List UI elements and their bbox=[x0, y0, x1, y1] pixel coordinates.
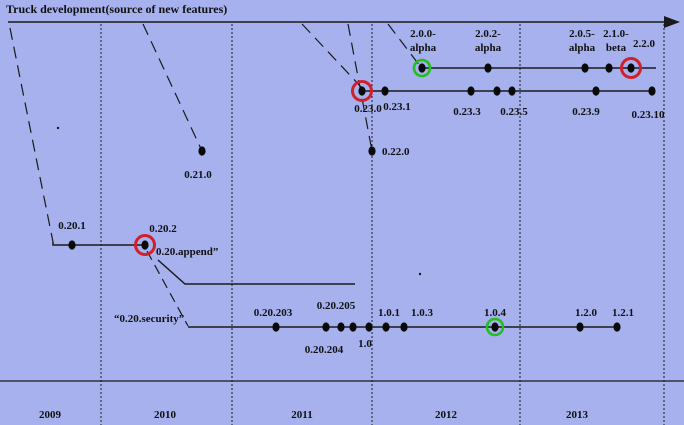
branch-label-security: “0.20.security” bbox=[114, 313, 184, 325]
version-label: 2.0.5- bbox=[569, 28, 595, 40]
version-node bbox=[400, 322, 408, 332]
version-node bbox=[337, 322, 345, 332]
version-node bbox=[272, 322, 280, 332]
version-node bbox=[68, 240, 76, 250]
version-label: 1.0.1 bbox=[378, 307, 400, 319]
branch-connector-2-x bbox=[387, 23, 421, 67]
version-label: 0.23.0 bbox=[354, 103, 382, 115]
version-label-suffix: alpha bbox=[569, 42, 596, 54]
version-label-suffix: alpha bbox=[410, 42, 437, 54]
version-node bbox=[605, 63, 613, 73]
version-node bbox=[627, 63, 635, 73]
diagram-title: Truck development(source of new features… bbox=[6, 2, 227, 16]
version-label: 2.2.0 bbox=[633, 38, 656, 50]
version-node bbox=[198, 146, 206, 156]
version-label: 0.23.5 bbox=[500, 106, 528, 118]
version-node bbox=[592, 86, 600, 96]
version-label: 0.23.9 bbox=[572, 106, 600, 118]
version-label: 1.2.1 bbox=[612, 307, 634, 319]
version-node bbox=[418, 63, 426, 73]
version-label-suffix: beta bbox=[606, 42, 627, 54]
version-label: 0.23.1 bbox=[383, 101, 411, 113]
version-label: 2.0.0- bbox=[410, 28, 436, 40]
version-label: 0.23.10 bbox=[632, 109, 666, 121]
version-label: 0.20.2 bbox=[149, 223, 177, 235]
trunk-arrowhead bbox=[664, 16, 680, 28]
branch-connector-0-21 bbox=[142, 23, 203, 152]
highlight-ring-red bbox=[351, 80, 373, 102]
version-node bbox=[322, 322, 330, 332]
version-label: 0.20.205 bbox=[317, 300, 356, 312]
version-node bbox=[491, 322, 499, 332]
version-node bbox=[648, 86, 656, 96]
version-node bbox=[508, 86, 516, 96]
version-nodes: 0.20.1 0.20.2 0.20.203 0.20.204 0.20.205 1.0 1… bbox=[58, 28, 665, 356]
version-label: 1.0.3 bbox=[411, 307, 434, 319]
branch-connector-0-23 bbox=[301, 23, 363, 89]
version-node bbox=[484, 63, 492, 73]
version-label: 1.0 bbox=[358, 338, 372, 350]
stray-dot bbox=[418, 272, 422, 276]
branch-line-append bbox=[157, 259, 355, 285]
version-node bbox=[381, 86, 389, 96]
year-label-2013: 2013 bbox=[566, 409, 589, 421]
version-node bbox=[349, 322, 357, 332]
highlight-ring-green bbox=[412, 58, 432, 78]
branch-label-append: 0.20.append” bbox=[156, 246, 218, 258]
version-node bbox=[382, 322, 390, 332]
version-label: 1.2.0 bbox=[575, 307, 598, 319]
year-label-2011: 2011 bbox=[291, 409, 312, 421]
version-node bbox=[368, 146, 376, 156]
version-label: 2.0.2- bbox=[475, 28, 501, 40]
highlight-ring-red bbox=[134, 234, 156, 256]
version-node bbox=[581, 63, 589, 73]
year-label-2009: 2009 bbox=[39, 409, 62, 421]
version-node bbox=[365, 322, 373, 332]
version-node bbox=[358, 86, 366, 96]
highlight-ring-red bbox=[620, 57, 642, 79]
version-label: 0.23.3 bbox=[453, 106, 481, 118]
branch-connector-security bbox=[146, 250, 189, 327]
version-label-suffix: alpha bbox=[475, 42, 502, 54]
version-label: 2.1.0- bbox=[603, 28, 629, 40]
version-label: 0.21.0 bbox=[184, 169, 212, 181]
stray-dot bbox=[56, 126, 60, 130]
version-node bbox=[493, 86, 501, 96]
branch-line-0-20 bbox=[52, 242, 146, 246]
highlight-ring-green bbox=[485, 317, 505, 337]
year-label-2010: 2010 bbox=[154, 409, 177, 421]
version-node bbox=[141, 240, 149, 250]
version-node bbox=[576, 322, 584, 332]
version-label: 0.22.0 bbox=[382, 146, 410, 158]
version-node bbox=[467, 86, 475, 96]
branch-connector-0-20 bbox=[9, 27, 54, 243]
version-label: 0.20.203 bbox=[254, 307, 293, 319]
year-label-2012: 2012 bbox=[435, 409, 458, 421]
version-label: 0.20.204 bbox=[305, 344, 344, 356]
version-label: 0.20.1 bbox=[58, 220, 86, 232]
version-node bbox=[613, 322, 621, 332]
version-label: 1.0.4 bbox=[484, 307, 507, 319]
